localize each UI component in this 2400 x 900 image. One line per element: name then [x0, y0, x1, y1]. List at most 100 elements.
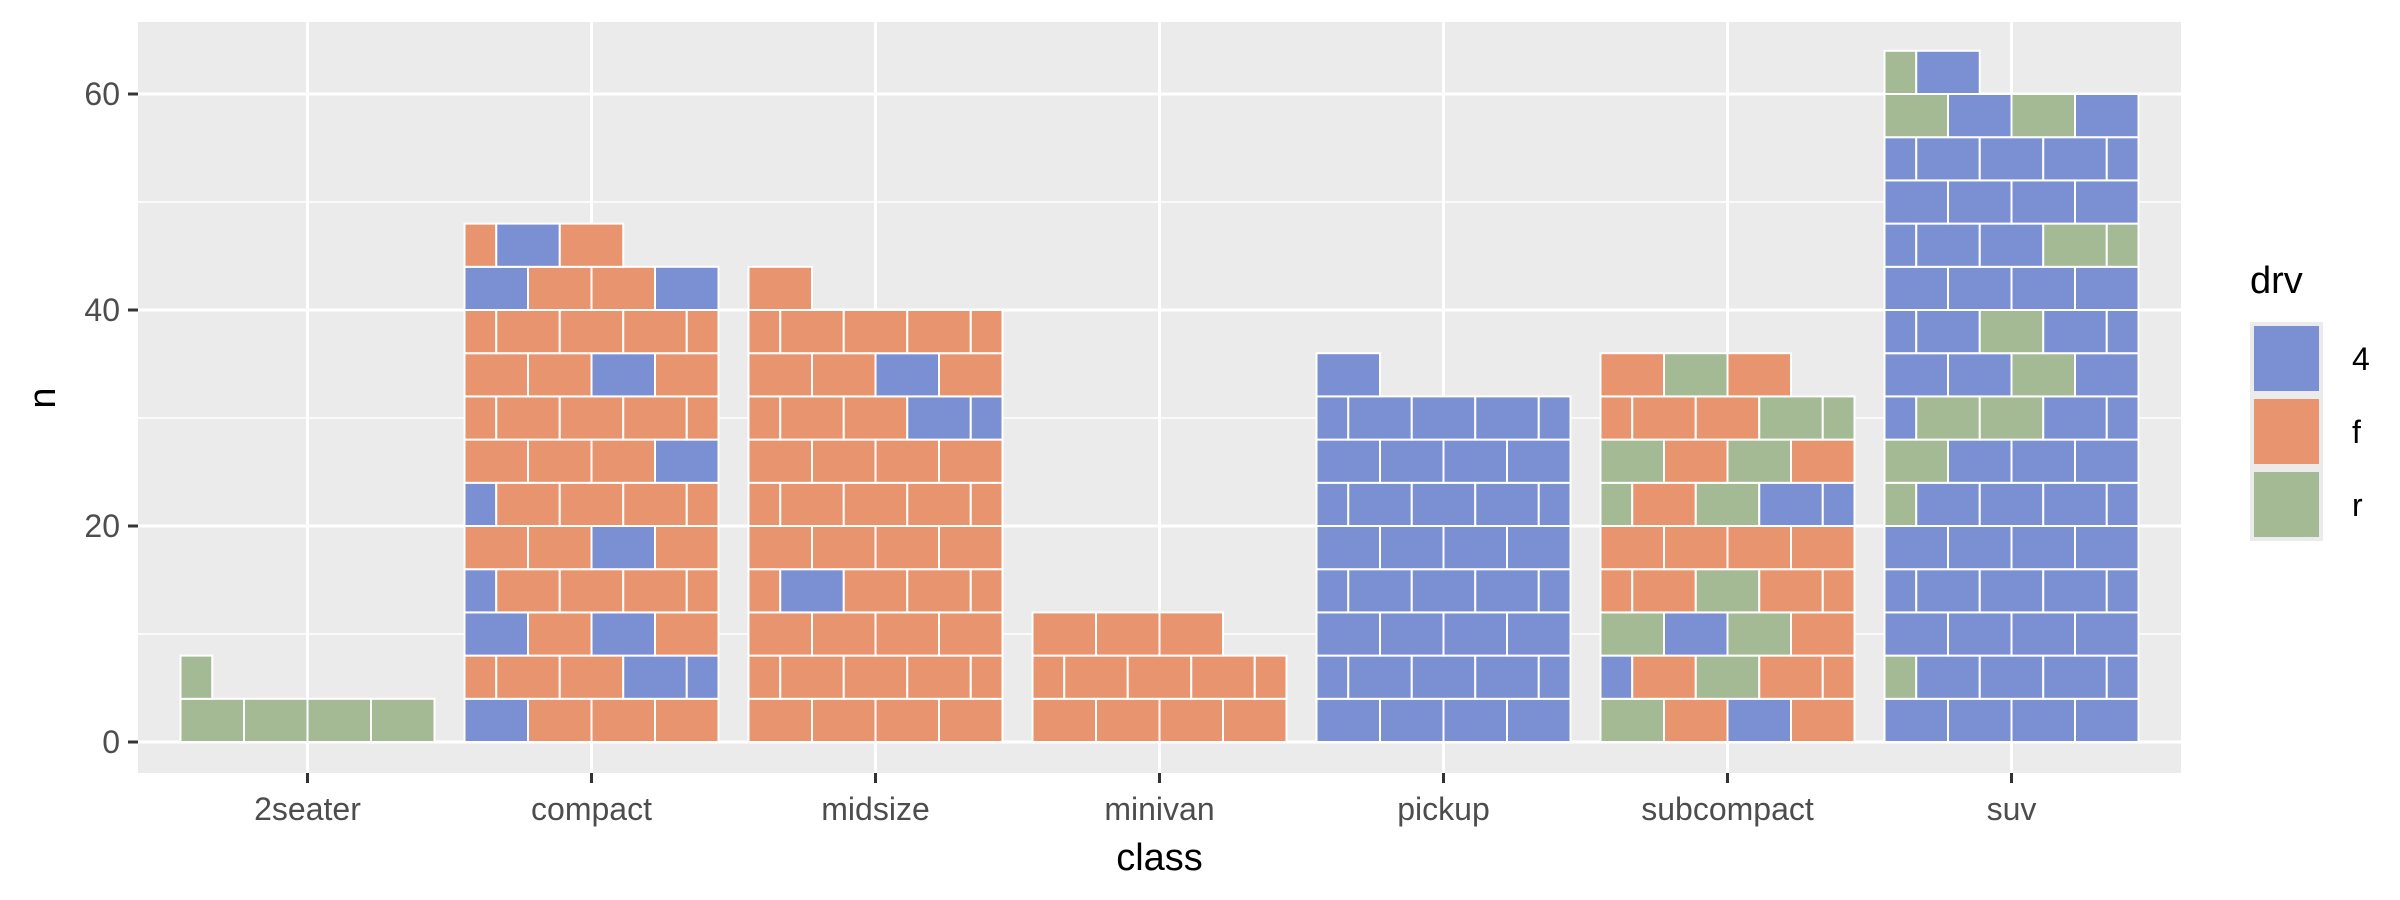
- brick-midsize-drv-f: [969, 568, 1004, 614]
- brick-compact-drv-f: [558, 568, 625, 614]
- brick-compact-drv-f: [654, 525, 720, 571]
- brick-suv-drv-4: [2105, 481, 2140, 527]
- brick-subcompact-drv-f: [1790, 438, 1856, 484]
- brick-suv-drv-r: [1883, 93, 1949, 139]
- brick-suv-drv-4: [1947, 179, 2013, 225]
- brick-subcompact-drv-r: [1821, 395, 1856, 441]
- brick-suv-drv-4: [2105, 654, 2140, 700]
- brick-subcompact-drv-f: [1758, 568, 1824, 614]
- brick-midsize-drv-f: [842, 654, 909, 700]
- brick-subcompact-drv-f: [1790, 525, 1856, 571]
- brick-suv-drv-4: [1883, 568, 1918, 614]
- brick-midsize-drv-f: [906, 568, 972, 614]
- brick-suv-drv-4: [1915, 136, 1981, 182]
- brick-compact-drv-f: [527, 697, 593, 743]
- brick-subcompact-drv-r: [1599, 697, 1665, 743]
- brick-midsize-drv-f: [747, 525, 813, 571]
- brick-subcompact-drv-r: [1599, 611, 1665, 657]
- brick-suv-drv-4: [1978, 654, 2045, 700]
- legend-label-r: r: [2352, 487, 2363, 523]
- bar-2seater: [179, 654, 436, 743]
- brick-midsize-drv-f: [747, 395, 782, 441]
- brick-midsize-drv-f: [842, 568, 909, 614]
- x-tick-label-2seater: 2seater: [254, 791, 361, 827]
- brick-bars: [179, 49, 2140, 743]
- brick-subcompact-drv-f: [1726, 525, 1792, 571]
- brick-suv-drv-4: [1978, 568, 2045, 614]
- brick-compact-drv-f: [495, 309, 561, 355]
- brick-compact-drv-4: [590, 525, 656, 571]
- brick-subcompact-drv-4: [1758, 481, 1824, 527]
- brick-compact-drv-f: [590, 697, 656, 743]
- brick-compact-drv-f: [463, 309, 498, 355]
- brick-compact-drv-f: [685, 481, 720, 527]
- legend-title: drv: [2250, 260, 2303, 302]
- brick-suv-drv-r: [2105, 222, 2140, 268]
- brick-subcompact-drv-4: [1599, 654, 1634, 700]
- brick-suv-drv-4: [1915, 481, 1981, 527]
- brick-subcompact-drv-r: [1758, 395, 1824, 441]
- brick-compact-drv-4: [463, 265, 529, 311]
- brick-minivan-drv-f: [1031, 611, 1097, 657]
- brick-pickup-drv-4: [1379, 611, 1445, 657]
- brick-pickup-drv-4: [1474, 568, 1540, 614]
- brick-2seater-drv-r: [179, 654, 214, 700]
- brick-suv-drv-4: [1978, 481, 2045, 527]
- brick-suv-drv-4: [1883, 222, 1918, 268]
- brick-midsize-drv-4: [874, 352, 940, 398]
- brick-pickup-drv-4: [1537, 568, 1572, 614]
- brick-compact-drv-f: [590, 265, 656, 311]
- brick-compact-drv-4: [495, 222, 561, 268]
- brick-pickup-drv-4: [1506, 438, 1572, 484]
- brick-compact-drv-f: [495, 481, 561, 527]
- brick-midsize-drv-f: [906, 654, 972, 700]
- brick-suv-drv-4: [2042, 568, 2108, 614]
- brick-pickup-drv-4: [1315, 395, 1350, 441]
- brick-compact-drv-4: [654, 265, 720, 311]
- brick-compact-drv-4: [654, 438, 720, 484]
- brick-midsize-drv-f: [874, 525, 940, 571]
- brick-suv-drv-4: [2074, 352, 2140, 398]
- brick-pickup-drv-4: [1315, 438, 1381, 484]
- brick-pickup-drv-4: [1315, 525, 1381, 571]
- brick-subcompact-drv-f: [1790, 611, 1856, 657]
- brick-suv-drv-4: [1915, 309, 1981, 355]
- brick-suv-drv-4: [1915, 49, 1981, 95]
- bar-subcompact: [1599, 352, 1856, 743]
- brick-subcompact-drv-r: [1726, 611, 1792, 657]
- brick-midsize-drv-f: [747, 265, 813, 311]
- y-tick-label: 20: [84, 508, 120, 544]
- brick-midsize-drv-f: [906, 309, 972, 355]
- x-tick-label-pickup: pickup: [1397, 791, 1490, 827]
- brick-pickup-drv-4: [1442, 697, 1508, 743]
- brick-midsize-drv-f: [747, 654, 782, 700]
- brick-midsize-drv-4: [779, 568, 845, 614]
- brick-pickup-drv-4: [1410, 481, 1477, 527]
- brick-suv-drv-4: [2042, 395, 2108, 441]
- brick-pickup-drv-4: [1474, 395, 1540, 441]
- bar-midsize: [747, 265, 1004, 743]
- brick-pickup-drv-4: [1315, 481, 1350, 527]
- brick-midsize-drv-f: [842, 395, 909, 441]
- brick-compact-drv-f: [654, 697, 720, 743]
- brick-minivan-drv-f: [1158, 697, 1224, 743]
- brick-compact-drv-f: [527, 611, 593, 657]
- brick-minivan-drv-f: [1031, 697, 1097, 743]
- brick-suv-drv-4: [2010, 697, 2076, 743]
- axes: 0 20 40 60 2seater compact midsize minivan picku…: [84, 76, 2036, 827]
- brick-midsize-drv-f: [938, 525, 1004, 571]
- brick-minivan-drv-f: [1126, 654, 1193, 700]
- brick-suv-drv-r: [1883, 438, 1949, 484]
- brick-compact-drv-f: [622, 309, 688, 355]
- brick-midsize-drv-f: [874, 611, 940, 657]
- brick-suv-drv-4: [1883, 352, 1949, 398]
- brick-suv-drv-r: [1883, 49, 1918, 95]
- brick-pickup-drv-4: [1347, 481, 1413, 527]
- brick-midsize-drv-f: [747, 611, 813, 657]
- brick-midsize-drv-f: [842, 309, 909, 355]
- brick-compact-drv-f: [527, 265, 593, 311]
- brick-suv-drv-r: [1978, 395, 2045, 441]
- brick-midsize-drv-f: [969, 481, 1004, 527]
- brick-compact-drv-f: [622, 481, 688, 527]
